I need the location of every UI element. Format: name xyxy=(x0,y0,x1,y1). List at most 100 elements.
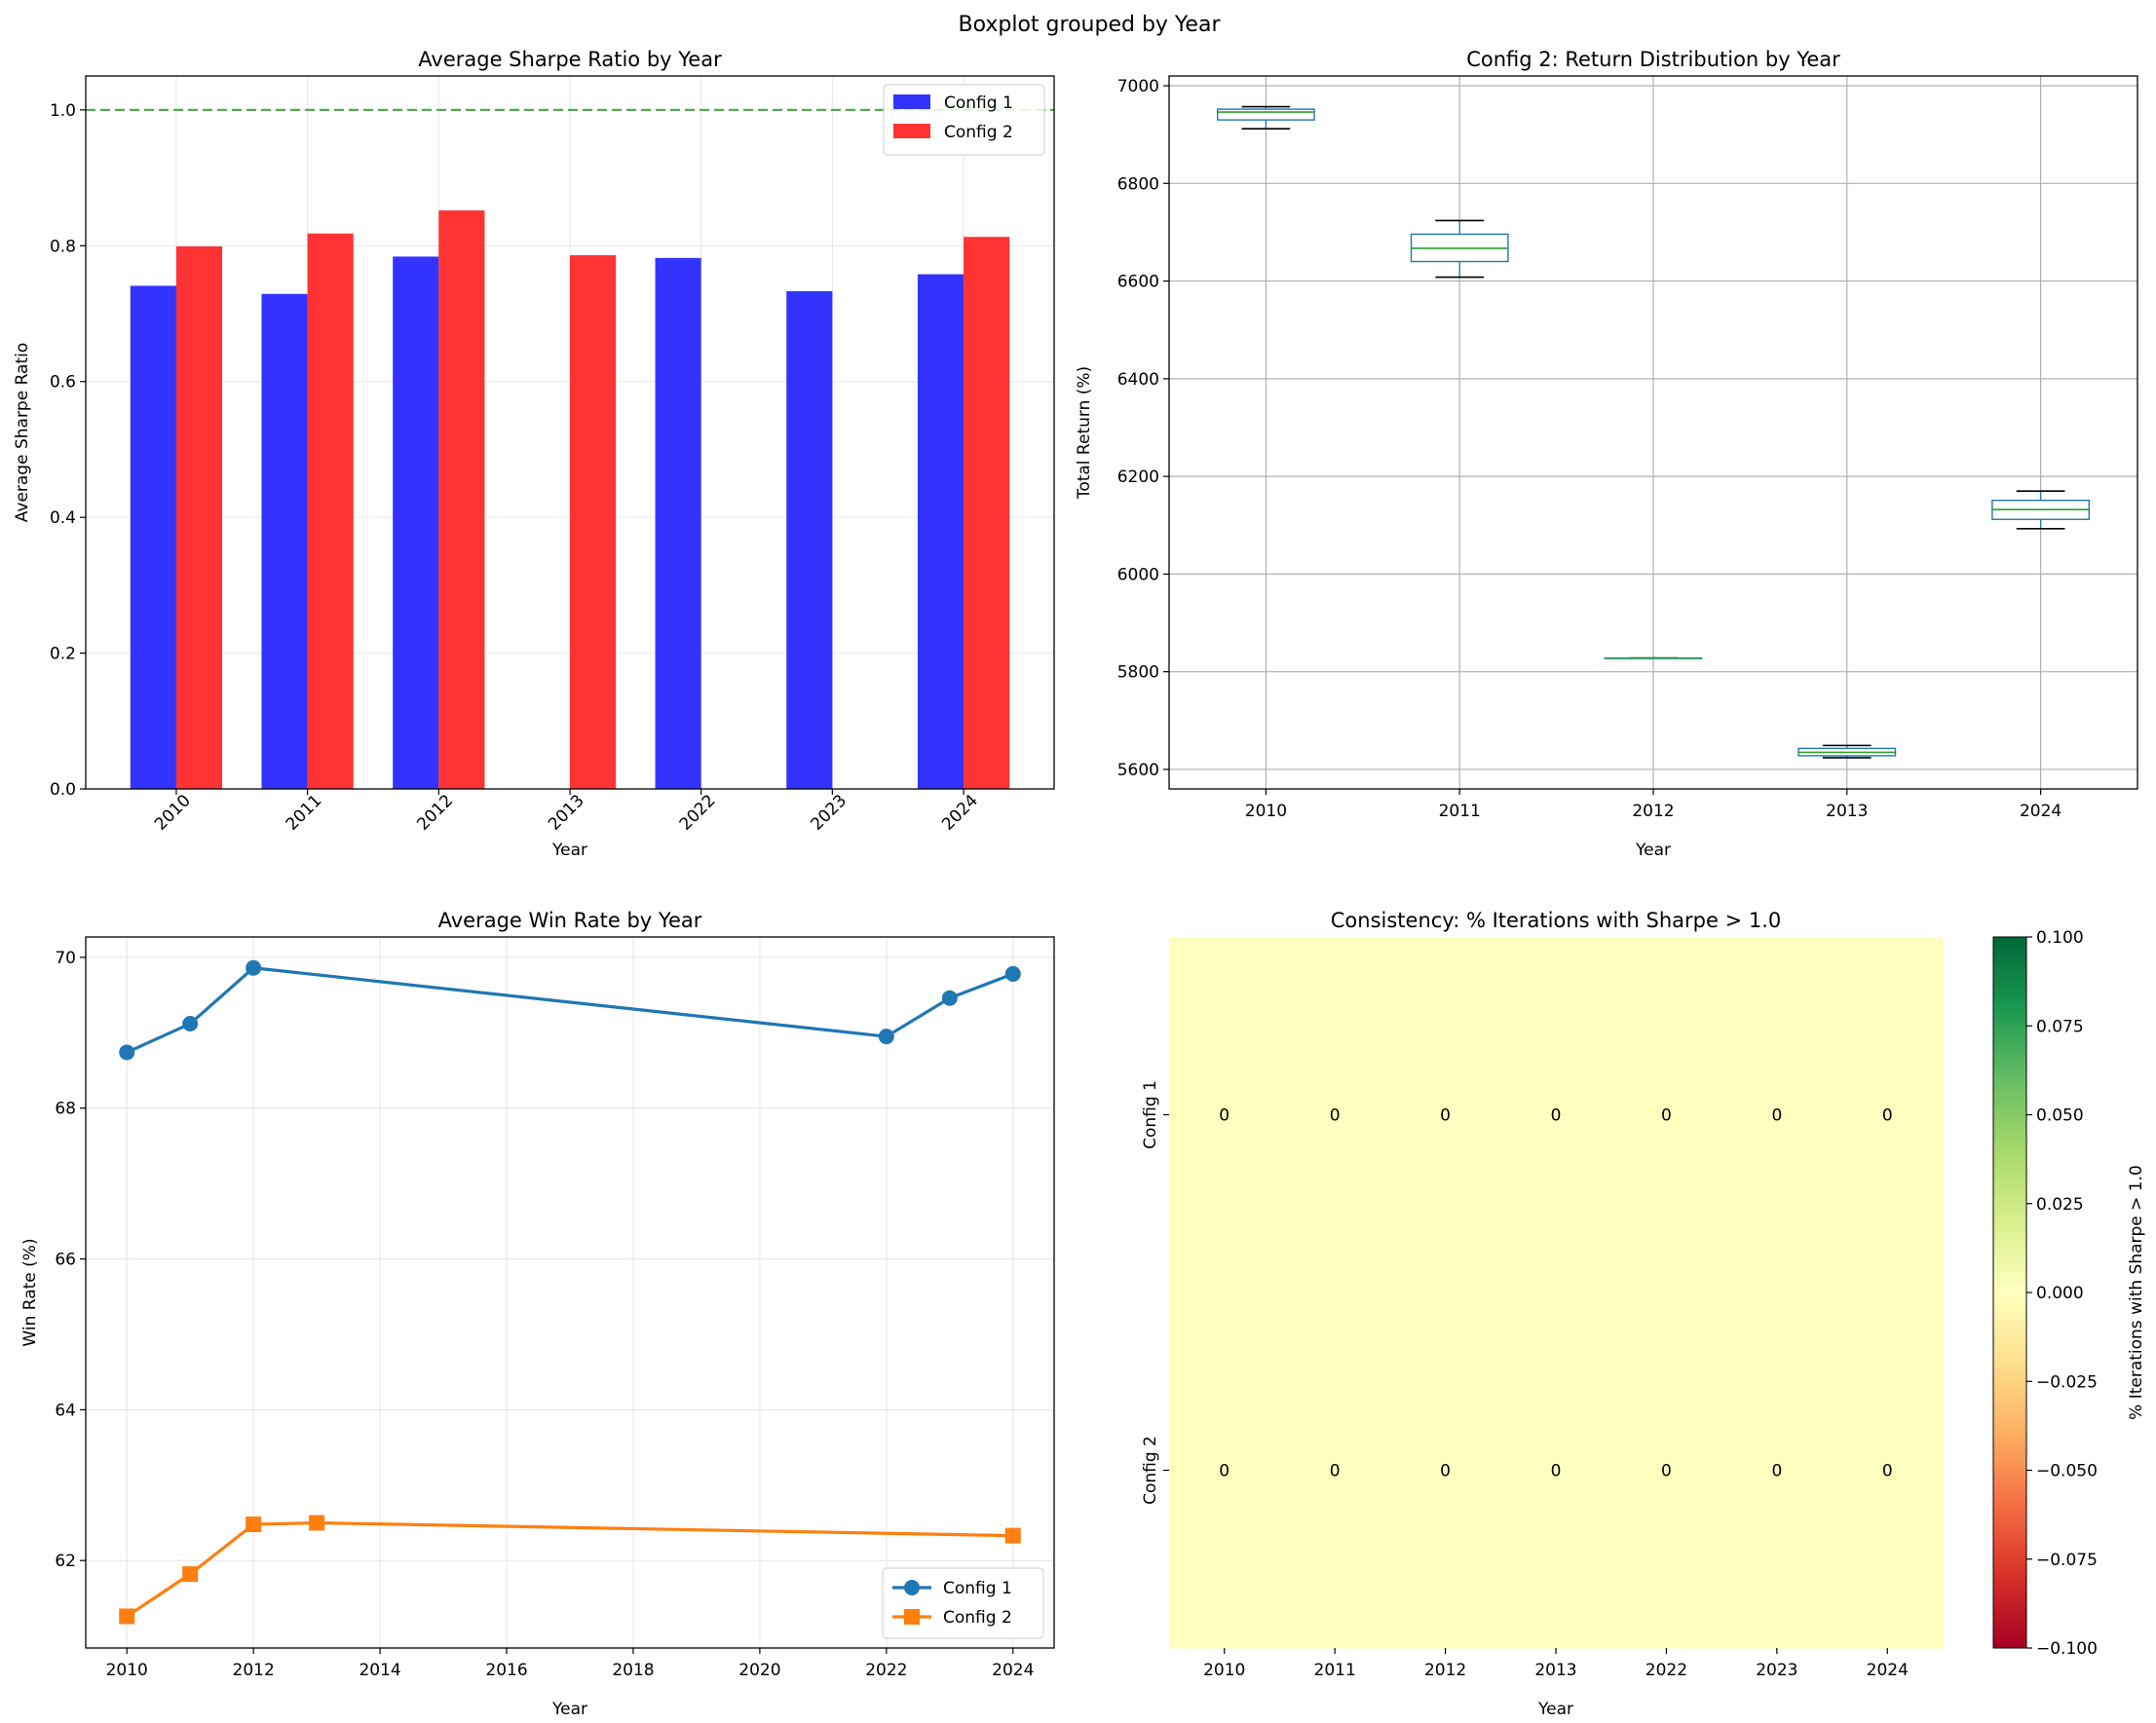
heatmap-cell xyxy=(1610,1292,1722,1649)
x-tick-label: 2012 xyxy=(233,1661,275,1680)
legend-box xyxy=(882,1567,1044,1639)
heatmap-cell xyxy=(1279,1292,1391,1649)
legend-label: Config 1 xyxy=(944,94,1013,113)
chart-title: Consistency: % Iterations with Sharpe > … xyxy=(1331,909,1781,932)
legend-marker xyxy=(904,1580,920,1595)
y-tick-label: 6200 xyxy=(1117,468,1159,487)
bar-config-1-2024 xyxy=(917,274,965,790)
x-tick-label: 2024 xyxy=(2020,802,2061,821)
data-point-config-2 xyxy=(1004,1527,1021,1544)
y-tick-label: Config 1 xyxy=(1141,1080,1160,1149)
data-point-config-2 xyxy=(309,1515,325,1531)
data-point-config-2 xyxy=(246,1517,262,1533)
heatmap-cell-label: 0 xyxy=(1219,1462,1229,1481)
x-tick-label: 2010 xyxy=(1203,1661,1245,1680)
axes-frame xyxy=(85,936,1055,1649)
heatmap-cell-label: 0 xyxy=(1882,1462,1893,1481)
heatmap-cell xyxy=(1389,937,1501,1293)
bar-config-2-2024 xyxy=(964,237,1010,790)
data-point-config-1 xyxy=(246,959,262,976)
y-tick-label: 66 xyxy=(55,1251,76,1270)
colorbar-tick-label: 0.050 xyxy=(2036,1106,2084,1126)
x-tick-label: 2023 xyxy=(807,791,851,835)
heatmap-cell xyxy=(1500,937,1612,1293)
heatmap-cell xyxy=(1279,937,1391,1293)
heatmap-cell xyxy=(1389,1292,1501,1649)
y-axis-label: Total Return (%) xyxy=(1075,366,1094,500)
x-tick-label: 2010 xyxy=(151,791,195,835)
y-axis-label: Win Rate (%) xyxy=(20,1238,40,1346)
x-tick-label: 2012 xyxy=(413,791,457,835)
bar-config-2-2011 xyxy=(307,233,354,790)
heatmap-cell-label: 0 xyxy=(1661,1462,1672,1481)
series-line-config-2 xyxy=(126,1520,1013,1618)
consistency-heatmap: Consistency: % Iterations with Sharpe > … xyxy=(1141,909,2146,1719)
data-point-config-1 xyxy=(878,1029,894,1045)
heatmap-cell xyxy=(1721,937,1834,1293)
y-tick-label: 0.8 xyxy=(50,237,76,256)
bar-config-1-2012 xyxy=(393,256,439,789)
y-tick-label: 5800 xyxy=(1117,663,1159,683)
x-tick-label: 2016 xyxy=(485,1661,527,1680)
y-tick-label: 0.6 xyxy=(50,373,76,393)
colorbar-tick-label: 0.000 xyxy=(2036,1284,2084,1303)
x-tick-label: 2024 xyxy=(1867,1661,1909,1680)
y-tick-label: 68 xyxy=(55,1100,76,1119)
legend-marker xyxy=(904,1609,920,1625)
chart-title: Average Sharpe Ratio by Year xyxy=(418,48,722,71)
x-tick-label: 2022 xyxy=(676,791,720,835)
x-tick-label: 2022 xyxy=(1645,1661,1687,1680)
heatmap-cell-label: 0 xyxy=(1771,1462,1782,1481)
heatmap-cell xyxy=(1832,1292,1944,1649)
bar-config-1-2022 xyxy=(655,257,701,789)
y-tick-label: 6800 xyxy=(1117,174,1159,194)
legend-swatch xyxy=(893,94,930,109)
colorbar xyxy=(1993,937,2026,1648)
heatmap-cell-label: 0 xyxy=(1440,1462,1451,1481)
x-tick-label: 2013 xyxy=(545,791,588,835)
bar-config-1-2010 xyxy=(130,285,176,790)
bar-config-2-2010 xyxy=(175,245,223,790)
data-point-config-1 xyxy=(119,1044,135,1061)
x-tick-label: 2012 xyxy=(1424,1661,1466,1680)
heatmap-cell-label: 0 xyxy=(1771,1106,1782,1126)
heatmap-cell-label: 0 xyxy=(1440,1106,1451,1126)
data-point-config-2 xyxy=(182,1566,199,1583)
legend-label: Config 2 xyxy=(944,123,1013,142)
x-tick-label: 2012 xyxy=(1632,802,1674,821)
x-axis-label: Year xyxy=(1537,1700,1573,1719)
x-tick-label: 2013 xyxy=(1534,1661,1576,1680)
y-tick-label: 5600 xyxy=(1117,761,1159,780)
x-tick-label: 2020 xyxy=(738,1661,780,1680)
x-tick-label: 2010 xyxy=(1245,802,1287,821)
legend-swatch xyxy=(893,124,930,138)
axes-frame xyxy=(85,75,1055,790)
box-2010 xyxy=(1216,108,1315,121)
bar-config-1-2023 xyxy=(786,290,833,789)
figure-suptitle: Boxplot grouped by Year xyxy=(959,13,1222,37)
x-tick-label: 2011 xyxy=(283,791,326,835)
return-boxplot: Config 2: Return Distribution by Year Yea… xyxy=(1075,48,2138,860)
y-tick-label: 62 xyxy=(55,1552,76,1571)
x-tick-label: 2014 xyxy=(359,1661,400,1680)
x-tick-label: 2023 xyxy=(1756,1661,1797,1680)
x-tick-label: 2018 xyxy=(612,1661,654,1680)
colorbar-tick-label: −0.100 xyxy=(2036,1639,2098,1659)
heatmap-cell-label: 0 xyxy=(1551,1106,1562,1126)
legend-label: Config 1 xyxy=(943,1579,1012,1598)
x-tick-label: 2010 xyxy=(106,1661,148,1680)
heatmap-cell xyxy=(1169,1292,1280,1649)
colorbar-tick-label: 0.075 xyxy=(2036,1017,2084,1036)
data-point-config-1 xyxy=(941,990,958,1006)
x-tick-label: 2011 xyxy=(1439,802,1481,821)
bar-config-2-2013 xyxy=(570,255,617,789)
y-tick-label: 0.4 xyxy=(50,508,76,528)
x-axis-label: Year xyxy=(1635,841,1671,860)
x-axis-label: Year xyxy=(551,1700,587,1719)
y-tick-label: 64 xyxy=(55,1401,76,1420)
x-tick-label: 2011 xyxy=(1314,1661,1356,1680)
heatmap-cell-label: 0 xyxy=(1330,1462,1341,1481)
legend-label: Config 2 xyxy=(943,1608,1012,1628)
heatmap-cell xyxy=(1169,937,1280,1293)
colorbar-tick-label: 0.100 xyxy=(2036,928,2084,948)
